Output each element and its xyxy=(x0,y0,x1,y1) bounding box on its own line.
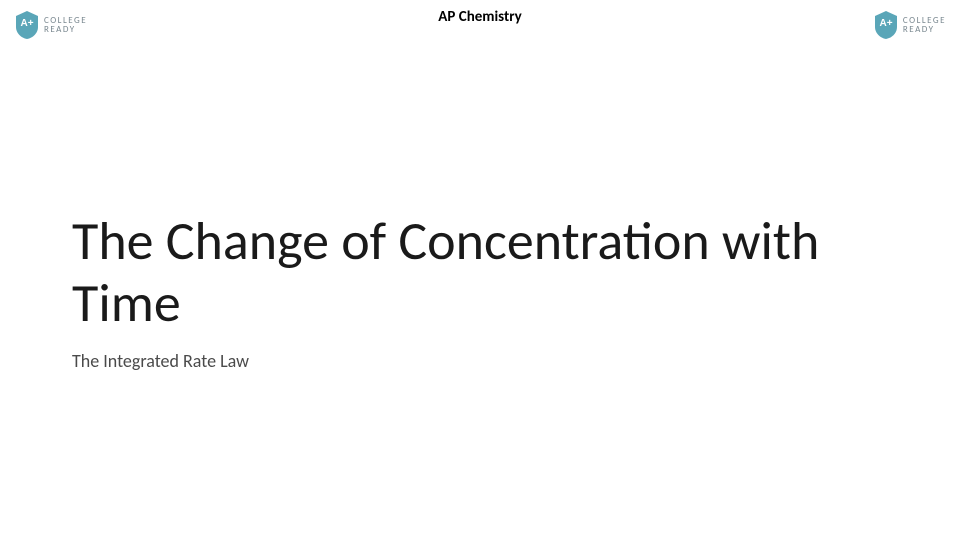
logo-right: A+ COLLEGE READY xyxy=(873,10,946,40)
svg-text:A+: A+ xyxy=(20,18,33,29)
logo-text-left: COLLEGE READY xyxy=(44,16,87,34)
logo-line2: READY xyxy=(903,25,946,34)
logo-text-right: COLLEGE READY xyxy=(903,16,946,34)
slide-subtitle: The Integrated Rate Law xyxy=(72,350,249,372)
logo-badge-icon: A+ xyxy=(873,10,899,40)
svg-text:A+: A+ xyxy=(879,18,892,29)
slide-title: The Change of Concentration with Time xyxy=(72,210,892,334)
logo-line2: READY xyxy=(44,25,87,34)
logo-left: A+ COLLEGE READY xyxy=(14,10,87,40)
course-label: AP Chemistry xyxy=(438,8,521,26)
logo-badge-icon: A+ xyxy=(14,10,40,40)
